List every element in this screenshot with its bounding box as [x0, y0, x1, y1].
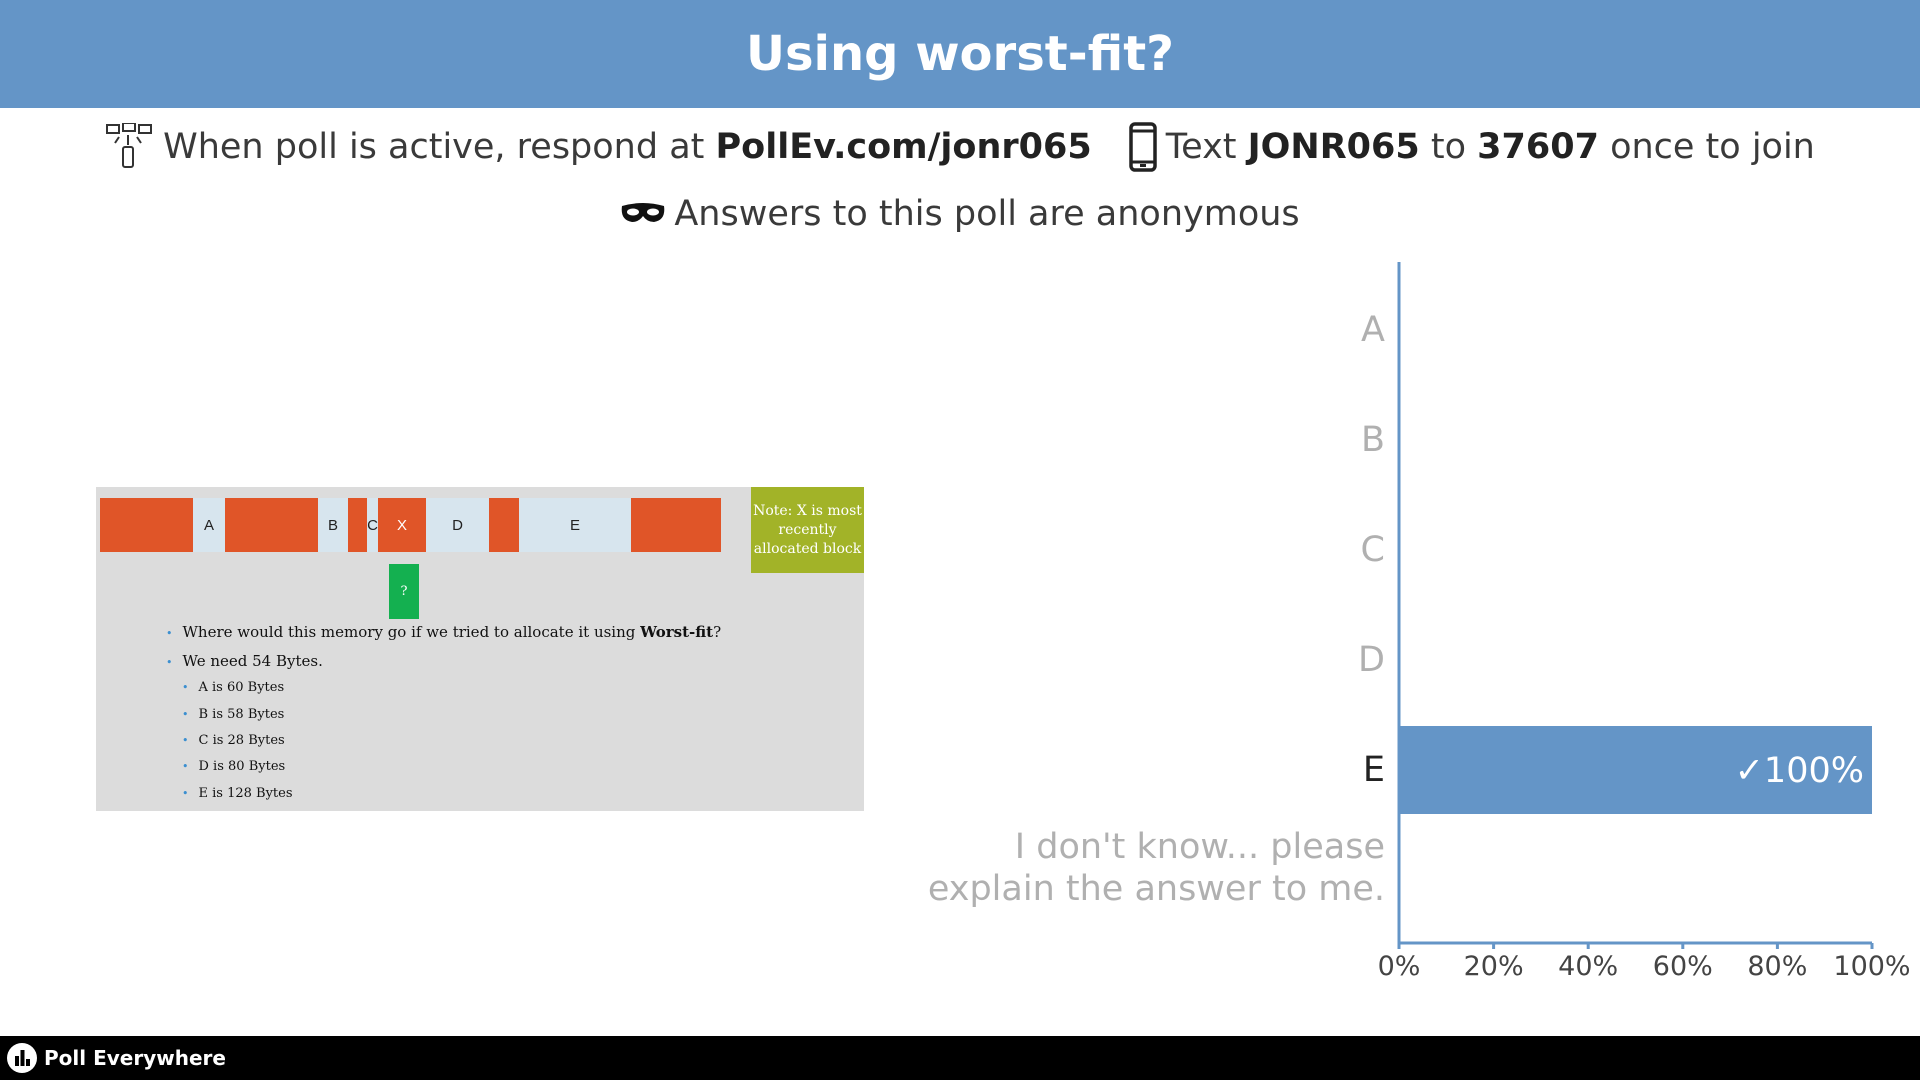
page-title: Using worst-fit? [745, 26, 1175, 82]
sub-bullet: • D is 80 Bytes [182, 759, 286, 774]
mask-icon [622, 203, 665, 222]
bullet-dot-icon: • [166, 656, 173, 669]
text-code: JONR065 [1247, 127, 1420, 167]
category-label: A [1361, 310, 1385, 350]
devices-icon [106, 123, 153, 168]
footer-bar: Poll Everywhere [0, 1036, 1920, 1080]
x-tick-label: 0% [1377, 951, 1421, 982]
text-number: 37607 [1477, 127, 1599, 167]
sub-bullet: • B is 58 Bytes [182, 707, 285, 722]
sub-bullet: • A is 60 Bytes [182, 680, 285, 695]
memory-block-a: A [193, 498, 225, 552]
sub-bullet: • C is 28 Bytes [182, 733, 285, 748]
anonymous-text: Answers to this poll are anonymous [674, 194, 1300, 234]
bullet-dot-icon: • [182, 708, 189, 721]
anonymous-notice: Answers to this poll are anonymous [0, 186, 1920, 242]
poll-everywhere-logo-icon [7, 1043, 37, 1073]
memory-block-e: E [519, 498, 631, 552]
memory-block-b: B [318, 498, 348, 552]
memory-block [348, 498, 367, 552]
bullet-question: • Where would this memory go if we tried … [166, 623, 722, 641]
phone-icon [1128, 122, 1157, 172]
bullet-dot-icon: • [182, 681, 189, 694]
text-prefix: Text [1165, 127, 1237, 167]
response-instructions: When poll is active, respond at PollEv.c… [0, 116, 1920, 178]
question-block: ? [389, 564, 419, 619]
memory-block [100, 498, 193, 552]
x-tick-label: 20% [1463, 951, 1524, 982]
bar-4 [1399, 726, 1872, 814]
text-suffix: once to join [1610, 127, 1815, 167]
x-tick-label: 100% [1833, 951, 1911, 982]
note-box: Note: X is most recently allocated block [751, 487, 864, 573]
text-to: to [1430, 127, 1467, 167]
x-tick-label: 80% [1747, 951, 1808, 982]
x-tick-label: 40% [1558, 951, 1619, 982]
bullet-dot-icon: • [166, 627, 173, 640]
bar-value-label: ✓100% [1735, 751, 1864, 791]
web-instruction-text: When poll is active, respond at [163, 127, 705, 167]
sub-bullet: • E is 128 Bytes [182, 786, 293, 801]
x-tick-label: 60% [1652, 951, 1713, 982]
bullet-dot-icon: • [182, 787, 189, 800]
category-label: E [1362, 750, 1385, 790]
brand-name: Poll Everywhere [44, 1046, 226, 1070]
bullet-dot-icon: • [182, 734, 189, 747]
bullet-need: • We need 54 Bytes. [166, 652, 323, 670]
category-label: C [1360, 530, 1385, 570]
header-bar: Using worst-fit? [0, 0, 1920, 108]
memory-block-x: X [378, 498, 426, 552]
poll-url[interactable]: PollEv.com/jonr065 [715, 127, 1092, 167]
memory-block [225, 498, 318, 552]
category-label: B [1360, 420, 1385, 460]
memory-block-d: D [426, 498, 489, 552]
memory-block-c: C [367, 498, 378, 552]
category-label: D [1358, 640, 1385, 680]
category-label: I don't know... please explain the answe… [927, 827, 1385, 909]
memory-block [489, 498, 519, 552]
memory-block [631, 498, 721, 552]
bullet-dot-icon: • [182, 760, 189, 773]
